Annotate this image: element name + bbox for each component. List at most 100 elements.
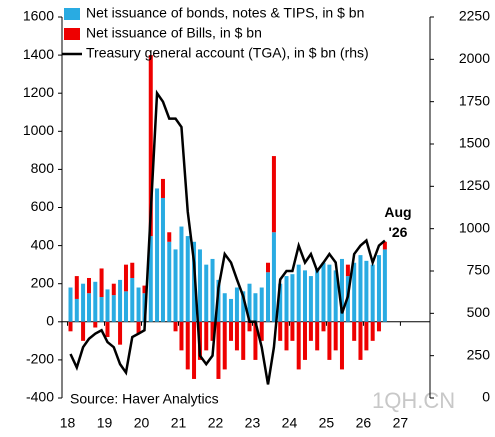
bar [155,188,160,322]
bar [321,262,326,322]
bar [308,321,313,341]
bar [321,321,326,332]
x-tick-label: 26 [356,415,372,431]
bar [266,272,271,322]
y-tick-label: 1600 [23,8,54,24]
bar [111,295,116,322]
x-tick-label: 27 [393,415,409,431]
bar [136,287,141,322]
bar [234,321,239,351]
y2-tick-label: 750 [467,262,491,278]
bar [376,321,381,332]
legend-swatch [64,28,80,40]
y-tick-label: 0 [46,313,54,329]
x-tick-label: 23 [245,415,261,431]
bar [296,264,301,322]
bar [105,289,110,322]
bar [185,321,190,370]
bar [352,262,357,322]
y2-tick-label: 250 [467,346,491,362]
bar [210,258,215,322]
y2-tick-label: 2250 [459,8,490,24]
bar [247,321,252,332]
y-tick-label: 1000 [23,122,54,138]
x-tick-label: 25 [319,415,335,431]
bar [241,291,246,322]
bar [290,321,295,341]
legend-label: Net issuance of bonds, notes & TIPS, in … [86,5,364,21]
bar [197,249,202,322]
x-tick-label: 18 [60,415,76,431]
bar [93,281,98,322]
y2-tick-label: 1750 [459,92,490,108]
bar [382,241,387,250]
y-tick-label: -200 [26,351,54,367]
bar [142,285,147,294]
bar [339,321,344,370]
y-tick-label: 200 [31,274,55,290]
bar [358,321,363,360]
y2-tick-label: 1000 [459,219,490,235]
bar [123,264,128,292]
bar [284,321,289,351]
bar [382,249,387,322]
bar [253,321,258,360]
bar [204,321,209,351]
bar [327,321,332,360]
bar [216,321,221,379]
x-tick-label: 19 [97,415,113,431]
bar [229,321,234,341]
bar [308,276,313,322]
bar [160,178,165,198]
bar [173,249,178,322]
bar [210,321,215,341]
bar [222,321,227,370]
y-tick-label: 800 [31,160,55,176]
bar [315,268,320,322]
bar [271,156,276,233]
bar [130,277,135,322]
bar [358,255,363,322]
bar [333,270,338,322]
bar [327,264,332,322]
bar [364,321,369,351]
y-tick-label: 600 [31,198,55,214]
y-tick-label: 400 [31,236,55,252]
bar [302,321,307,360]
bar [364,260,369,322]
bar [167,241,172,322]
y2-tick-label: 500 [467,304,491,320]
bar [315,321,320,351]
x-tick-label: 21 [171,415,187,431]
bar [68,321,73,332]
bar [278,283,283,322]
bar [247,283,252,322]
legend-label: Treasury general account (TGA), in $ bn … [86,45,369,61]
bar [271,232,276,322]
bar [222,293,227,322]
bar [259,321,264,341]
bar [302,270,307,322]
bar [99,268,104,298]
bar [123,291,128,322]
bar [192,321,197,379]
bar [93,321,98,328]
bar [266,262,271,273]
bar [86,293,91,322]
bar [74,276,79,299]
y2-tick-label: 0 [482,389,490,405]
bar [204,264,209,322]
bar [81,283,86,322]
watermark: 1QH.CN [372,388,455,413]
bar [234,287,239,322]
bar [345,264,350,277]
bar [370,321,375,341]
bar [68,287,73,322]
legend-label: Net issuance of Bills, in $ bn [86,25,262,41]
bar [185,236,190,322]
y2-tick-label: 1250 [459,177,490,193]
bar [376,255,381,322]
bar [333,321,338,351]
bar [136,321,141,334]
